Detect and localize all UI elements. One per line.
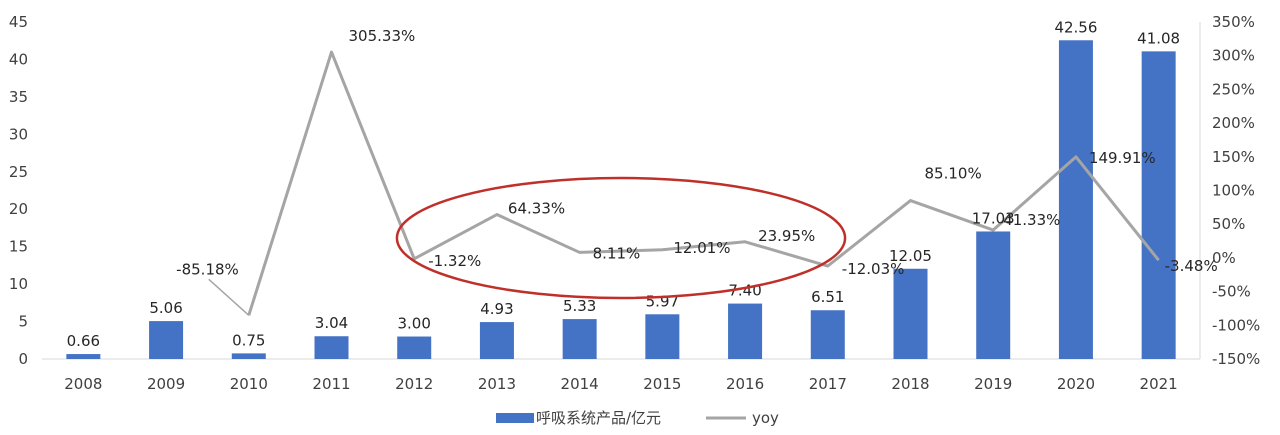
y-right-tick-label: 300% [1212,47,1255,65]
x-tick-label: 2013 [478,375,516,393]
x-tick-label: 2018 [891,375,929,393]
leader-line [208,278,250,316]
yoy-data-label: -85.18% [176,260,239,278]
bar [976,231,1011,359]
x-tick-label: 2016 [726,375,764,393]
x-tick-label: 2017 [809,375,847,393]
bar-data-label: 42.56 [1054,18,1097,36]
x-tick-label: 2020 [1057,375,1095,393]
x-tick-label: 2011 [312,375,350,393]
yoy-data-label: -1.32% [428,252,481,270]
legend-bar-swatch [496,413,534,423]
bar-data-label: 0.66 [67,332,100,350]
bar-data-label: 0.75 [232,331,265,349]
y-right-tick-label: 0% [1212,249,1236,267]
bar [397,336,432,359]
y-left-tick-label: 45 [9,13,28,31]
bar [314,336,349,359]
y-left-tick-label: 20 [9,200,28,218]
yoy-data-label: -12.03% [842,260,905,278]
yoy-data-label: 64.33% [508,200,565,218]
yoy-data-label: 149.91% [1089,149,1156,167]
bar [728,303,763,359]
y-right-tick-label: -50% [1212,283,1251,301]
highlight-ellipse [395,176,847,300]
x-tick-label: 2012 [395,375,433,393]
yoy-data-label: 23.95% [758,227,815,245]
x-tick-label: 2015 [643,375,681,393]
y-right-tick-label: 250% [1212,80,1255,98]
bar [1058,40,1093,359]
y-left-tick-label: 30 [9,125,28,143]
bar [893,268,928,359]
legend-line-label: yoy [752,409,779,427]
yoy-data-label: 41.33% [1003,211,1060,229]
bar-data-label: 6.51 [811,288,844,306]
bar [231,353,266,359]
bar-data-label: 5.06 [149,299,182,317]
y-right-tick-label: 100% [1212,182,1255,200]
x-tick-label: 2019 [974,375,1012,393]
bar-data-label: 5.33 [563,297,596,315]
bar [479,322,514,359]
x-tick-label: 2014 [561,375,599,393]
x-tick-label: 2021 [1140,375,1178,393]
y-left-tick-label: 40 [9,50,28,68]
y-left-tick-label: 5 [18,313,28,331]
yoy-line [247,50,1160,316]
bar-data-label: 17.03 [972,209,1015,227]
bar [810,310,845,359]
yoy-data-label: 12.01% [673,239,730,257]
bar-data-label: 3.00 [398,315,431,333]
y-left-tick-label: 35 [9,88,28,106]
y-left-tick-label: 10 [9,275,28,293]
bar [562,319,597,359]
y-left-tick-label: 0 [18,350,28,368]
y-left-tick-label: 25 [9,163,28,181]
bar-data-label: 12.05 [889,247,932,265]
x-tick-label: 2010 [230,375,268,393]
bar-data-label: 4.93 [480,300,513,318]
legend-bar-label: 呼吸系统产品/亿元 [536,409,661,427]
bar-data-label: 3.04 [315,314,348,332]
y-right-tick-label: 350% [1212,13,1255,31]
y-left-tick-label: 15 [9,238,28,256]
yoy-data-label: -3.48% [1165,257,1218,275]
y-right-tick-label: 200% [1212,114,1255,132]
yoy-data-label: 85.10% [925,165,982,183]
y-right-tick-label: 50% [1212,215,1245,233]
yoy-data-label: 8.11% [593,244,641,262]
bar-data-label: 5.97 [646,292,679,310]
bar [645,314,680,359]
x-tick-label: 2009 [147,375,185,393]
bar [66,354,101,359]
bar [1141,51,1176,359]
y-right-tick-label: -100% [1212,316,1260,334]
yoy-data-label: 305.33% [349,27,416,45]
bar [149,321,184,359]
x-tick-label: 2008 [64,375,102,393]
bar-data-label: 41.08 [1137,29,1180,47]
y-right-tick-label: -150% [1212,350,1260,368]
y-right-tick-label: 150% [1212,148,1255,166]
